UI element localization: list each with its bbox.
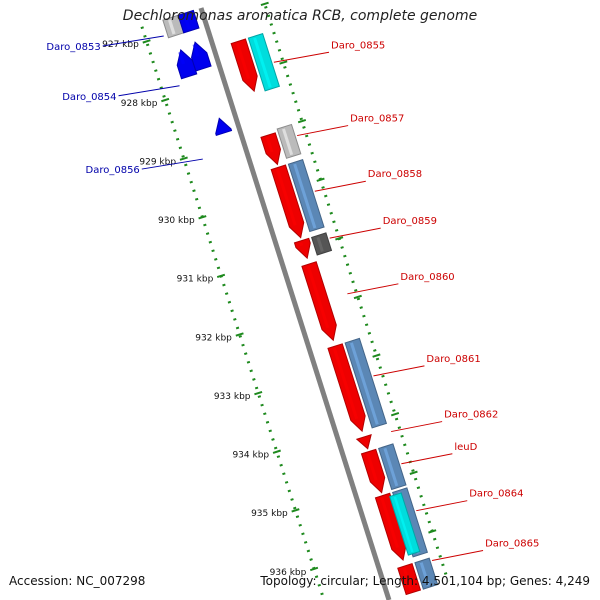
feature-highlight-1 (183, 14, 191, 30)
feature-highlight-18 (383, 447, 399, 487)
tick-label: 934 kbp (232, 451, 269, 461)
feature-highlight-19 (380, 497, 399, 549)
feature-highlight-3 (192, 43, 200, 57)
feature-highlight-0 (168, 19, 176, 35)
tick-mark-right (297, 118, 307, 124)
tick-mark-right (260, 1, 269, 7)
tick-mark-right (316, 177, 325, 182)
gene-label: Daro_0862 (444, 410, 498, 421)
feature-highlight-2 (178, 51, 186, 65)
feature-highlight-15 (349, 342, 379, 425)
gene-label: Daro_0861 (426, 354, 480, 365)
tick-label: 928 kbp (121, 99, 158, 109)
gene-label: leuD (454, 442, 477, 453)
tick-mark-right (279, 60, 288, 65)
tick-label: 930 kbp (158, 216, 195, 226)
gene-label-connector (273, 51, 330, 63)
gene-label: Daro_0854 (62, 92, 116, 103)
gene-label-connector (401, 453, 453, 465)
feature-blast_hit-23 (414, 557, 439, 590)
gene-label-connector (391, 421, 443, 433)
gene-label-connector (347, 283, 399, 295)
tick-mark-left (235, 332, 244, 337)
gene-label: Daro_0858 (368, 169, 422, 180)
genome-stats-label: Topology: circular; Length: 4,501,104 bp… (260, 574, 590, 588)
gene-label: Daro_0860 (400, 272, 454, 283)
tick-mark-right (335, 236, 344, 241)
feature-rna-6 (247, 32, 281, 92)
feature-highlight-21 (393, 496, 414, 553)
gene-label: Daro_0859 (383, 216, 437, 227)
gene-label-connector (329, 227, 381, 239)
backbone-line (198, 7, 392, 600)
gene-label-connector (102, 35, 164, 47)
tick-mark-right (372, 353, 381, 358)
tick-mark-left (198, 215, 207, 220)
tick-label: 927 kbp (102, 40, 139, 50)
tick-mark-right (390, 412, 400, 417)
feature-highlight-7 (265, 136, 274, 153)
feature-cds_forward-16 (355, 433, 372, 450)
tick-label: 932 kbp (195, 333, 232, 343)
feature-highlight-17 (366, 453, 378, 481)
tick-mark-left (161, 97, 170, 103)
feature-cds_forward-11 (293, 237, 311, 260)
feature-highlight-8 (282, 128, 294, 156)
feature-highlight-23 (419, 562, 430, 586)
feature-highlight-10 (293, 163, 317, 229)
gene-label-connector (314, 180, 366, 192)
gene-label-connector (416, 500, 468, 512)
map-title: Dechloromonas aromatica RCB, complete ge… (122, 8, 478, 24)
tick-mark-left (272, 449, 281, 454)
tick-label: 935 kbp (251, 509, 288, 519)
tick-label: 931 kbp (177, 275, 214, 285)
gene-label-connector (297, 125, 349, 137)
feature-highlight-9 (276, 169, 297, 226)
tick-mark-left (254, 390, 263, 396)
feature-dark-12 (311, 232, 333, 256)
tick-label: 933 kbp (214, 392, 251, 402)
feature-blast_hit-15 (344, 337, 388, 429)
tick-mark-right (353, 294, 362, 300)
feature-rna-21 (389, 492, 421, 556)
gene-label: Daro_0855 (331, 40, 385, 51)
gene-label: Daro_0857 (350, 114, 404, 125)
feature-blast_hit-18 (378, 443, 407, 491)
feature-highlight-11 (299, 242, 304, 247)
feature-cds_reverse-1 (177, 9, 200, 34)
feature-highlight-13 (306, 265, 330, 329)
tick-mark-right (409, 470, 418, 475)
feature-highlight-14 (332, 347, 359, 420)
feature-cds_reverse-4 (215, 117, 233, 137)
gene-label-connector (431, 550, 484, 562)
tick-mark-left (142, 39, 151, 44)
tick-mark-right (428, 529, 437, 534)
feature-highlight-6 (253, 37, 272, 88)
accession-label: Accession: NC_007298 (9, 574, 146, 588)
tick-label: 929 kbp (139, 157, 176, 167)
gene-label: Daro_0856 (86, 165, 140, 176)
feature-highlight-22 (402, 567, 413, 592)
gene-label-connector (373, 365, 425, 377)
tick-label: 936 kbp (270, 568, 307, 578)
gene-label: Daro_0853 (46, 42, 100, 53)
gene-label: Daro_0864 (469, 489, 523, 500)
feature-highlight-5 (236, 43, 251, 80)
tick-mark-left (291, 508, 300, 513)
tick-mark-left (309, 566, 319, 572)
tick-mark-left (179, 156, 188, 161)
gene-label-connector (118, 85, 180, 97)
gene-label: Daro_0865 (485, 539, 539, 550)
tick-mark-left (216, 273, 226, 279)
gene-label-connector (141, 158, 203, 170)
feature-highlight-12 (316, 236, 324, 252)
